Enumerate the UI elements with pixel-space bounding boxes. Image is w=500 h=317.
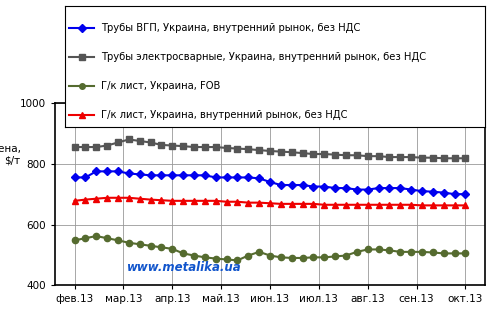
Text: Трубы ВГП, Украина, внутренний рынок, без НДС: Трубы ВГП, Украина, внутренний рынок, бе…: [100, 23, 360, 33]
Text: Трубы электросварные, Украина, внутренний рынок, без НДС: Трубы электросварные, Украина, внутренни…: [100, 52, 426, 62]
Text: Г/к лист, Украина, FOB: Г/к лист, Украина, FOB: [100, 81, 220, 91]
Text: Г/к лист, Украина, внутренний рынок, без НДС: Г/к лист, Украина, внутренний рынок, без…: [100, 110, 347, 120]
Text: www.metalika.ua: www.metalika.ua: [126, 261, 242, 274]
Y-axis label: Цена,
$/т: Цена, $/т: [0, 143, 20, 165]
